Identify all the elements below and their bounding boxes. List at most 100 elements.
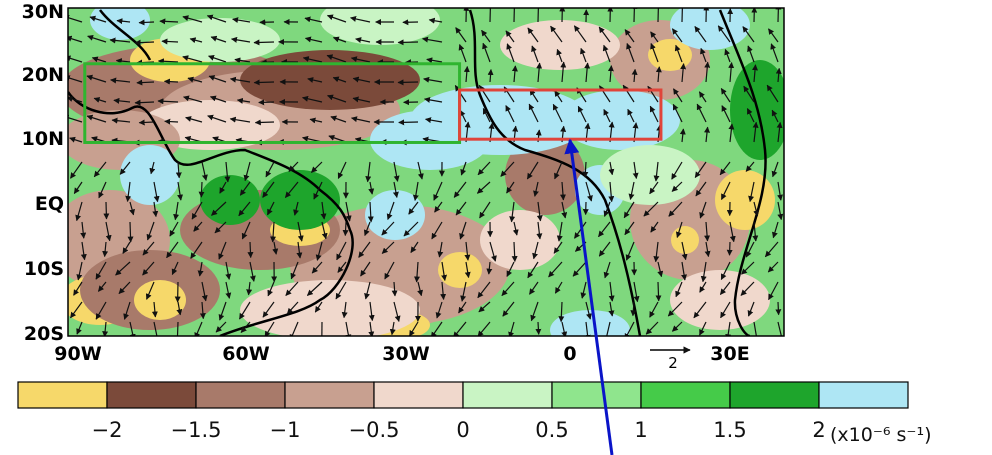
wind-vector-125 — [183, 95, 203, 103]
wind-vector-362 — [115, 261, 131, 276]
wind-vector-118 — [752, 64, 759, 83]
wind-vector-151 — [86, 114, 107, 123]
wind-vector-83 — [626, 42, 635, 63]
wind-vector-400 — [306, 281, 323, 296]
wind-vector-41 — [332, 36, 347, 43]
reference-vector: 2 — [650, 346, 691, 372]
wind-vector-81 — [580, 47, 587, 63]
wind-vector-316 — [459, 221, 467, 240]
wind-vector-372 — [360, 261, 371, 277]
wind-vector-335 — [190, 241, 203, 259]
wind-vector-72 — [350, 56, 371, 63]
field-patch-15 — [671, 226, 699, 254]
wind-vector-348 — [511, 241, 518, 263]
wind-vector-37 — [231, 36, 251, 43]
wind-vector-407 — [477, 281, 491, 299]
region-boxes — [83, 62, 663, 144]
wind-vector-0 — [68, 14, 83, 23]
wind-vector-258 — [506, 181, 515, 194]
wind-vector-161 — [330, 115, 347, 123]
wind-vector-94 — [163, 78, 179, 85]
wind-vector-256 — [453, 181, 467, 198]
wind-vector-234 — [653, 161, 660, 182]
wind-vector-119 — [775, 67, 782, 83]
wind-vector-262 — [608, 181, 615, 203]
wind-vector-380 — [548, 261, 563, 278]
wind-vector-476 — [699, 321, 707, 336]
wind-vector-424 — [176, 301, 183, 316]
wind-vector-307 — [241, 221, 251, 240]
wind-vector-261 — [585, 181, 593, 202]
wind-vector-402 — [364, 281, 371, 300]
wind-vector-477 — [725, 321, 732, 336]
wind-vector-179 — [771, 109, 779, 123]
wind-vector-38 — [253, 39, 275, 46]
wind-vector-271 — [103, 201, 110, 220]
wind-vector-248 — [262, 181, 275, 198]
field-patch-36 — [320, 8, 440, 45]
wind-vector-245 — [198, 181, 205, 198]
wind-vector-474 — [645, 321, 659, 335]
wind-vector-96 — [208, 75, 227, 83]
field-patch-20 — [648, 39, 692, 71]
wind-vector-208 — [752, 121, 759, 143]
field-patch-38 — [260, 170, 340, 230]
colorbar-bins — [17, 381, 909, 409]
field-patch-28 — [560, 90, 680, 150]
wind-vector-211 — [93, 161, 107, 178]
wind-vector-360 — [76, 261, 83, 281]
wind-vector-247 — [239, 181, 251, 196]
colorbar-label-0: −2 — [92, 418, 123, 442]
map-frame — [67, 7, 785, 337]
lat-label-30n: 30N — [22, 1, 64, 23]
colorbar-label-8: 2 — [812, 418, 825, 442]
wind-vector-334 — [166, 241, 179, 259]
wind-vector-59 — [768, 28, 779, 43]
wind-vector-427 — [238, 301, 251, 320]
wind-vector-249 — [284, 181, 299, 198]
wind-vector-275 — [191, 201, 203, 220]
wind-vector-35 — [189, 37, 203, 44]
wind-vector-470 — [561, 321, 568, 336]
wind-vector-263 — [628, 181, 635, 200]
wind-vector-321 — [574, 221, 587, 239]
wind-vector-374 — [413, 261, 420, 283]
wind-vector-268 — [748, 181, 755, 203]
wind-vector-122 — [113, 97, 131, 104]
colorbar-bin-6 — [551, 381, 642, 409]
wind-vector-412 — [608, 281, 615, 302]
wind-vector-392 — [118, 281, 131, 295]
wind-vector-339 — [296, 241, 303, 259]
wind-vector-328 — [752, 221, 759, 242]
wind-vector-303 — [146, 221, 155, 241]
wind-vector-24 — [657, 8, 659, 23]
wind-vector-156 — [207, 114, 227, 123]
wind-vector-157 — [229, 116, 251, 123]
wind-vector-382 — [603, 261, 611, 279]
wind-vector-457 — [240, 321, 251, 333]
wind-vector-425 — [199, 301, 206, 320]
wind-vector-276 — [211, 201, 227, 216]
wind-vector-146 — [698, 91, 707, 103]
wind-vector-294 — [643, 201, 659, 217]
wind-vector-436 — [458, 301, 467, 314]
wind-vector-304 — [169, 221, 179, 237]
colorbar-bin-8 — [729, 381, 820, 409]
africa-east-coastline — [718, 9, 767, 336]
wind-vector-44 — [397, 39, 419, 46]
wind-vector-32 — [109, 37, 131, 44]
wind-vector-25 — [679, 8, 686, 23]
wind-vector-413 — [633, 281, 640, 303]
wind-vector-255 — [433, 181, 443, 201]
wind-vectors — [68, 8, 784, 336]
wind-vector-428 — [262, 301, 275, 318]
wind-vector-361 — [95, 261, 107, 280]
wind-vector-130 — [302, 95, 323, 103]
wind-vector-235 — [671, 161, 683, 180]
colorbar: −2 −1.5 −1 −0.5 0 0.5 1 1.5 2 (x10⁻⁶ s⁻¹) — [17, 381, 931, 446]
wind-vector-160 — [309, 117, 323, 124]
wind-vector-36 — [210, 35, 227, 43]
wind-vector-397 — [246, 281, 253, 296]
lon-label-90w: 90W — [54, 343, 101, 365]
wind-vector-441 — [585, 301, 592, 320]
